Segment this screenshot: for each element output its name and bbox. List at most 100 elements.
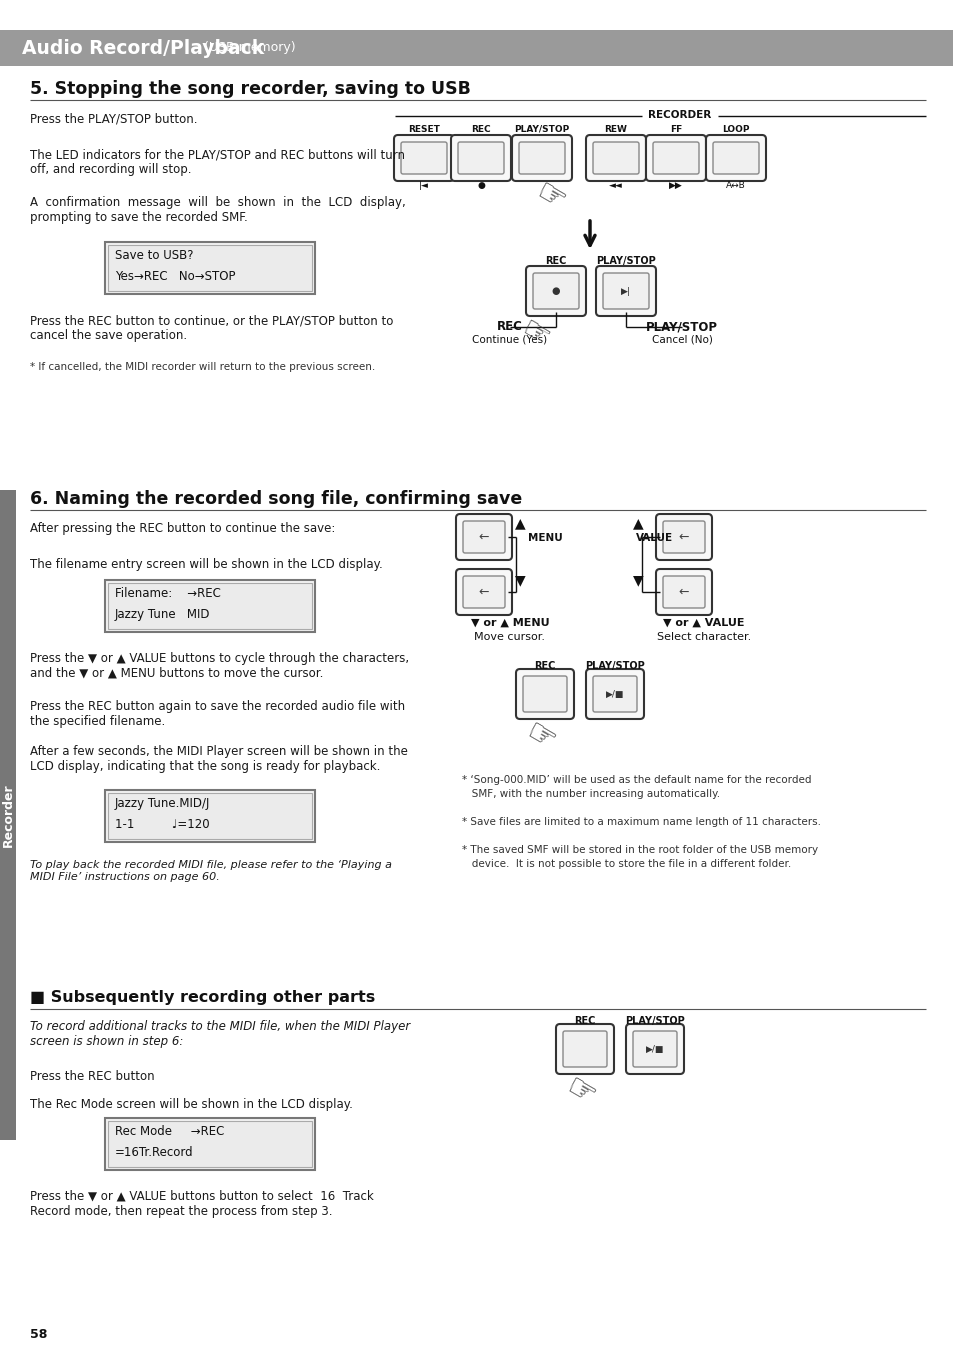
Text: ←: ← — [678, 531, 688, 544]
Text: device.  It is not possible to store the file in a different folder.: device. It is not possible to store the … — [461, 859, 790, 869]
Text: ▼ or ▲ MENU: ▼ or ▲ MENU — [470, 618, 549, 628]
Text: Rec Mode     →REC: Rec Mode →REC — [115, 1125, 224, 1138]
Text: PLAY/STOP: PLAY/STOP — [645, 320, 718, 333]
Text: After pressing the REC button to continue the save:: After pressing the REC button to continu… — [30, 522, 335, 535]
Text: * If cancelled, the MIDI recorder will return to the previous screen.: * If cancelled, the MIDI recorder will r… — [30, 362, 375, 373]
Text: Press the REC button again to save the recorded audio file with
the specified fi: Press the REC button again to save the r… — [30, 701, 405, 728]
Text: ←: ← — [478, 586, 489, 598]
Text: REC: REC — [471, 126, 490, 134]
Text: ▶|: ▶| — [620, 286, 630, 296]
Text: ▲: ▲ — [632, 516, 642, 531]
Text: A↔B: A↔B — [725, 181, 745, 190]
Text: (USB memory): (USB memory) — [200, 42, 295, 54]
Text: Press the REC button to continue, or the PLAY/STOP button to
cancel the save ope: Press the REC button to continue, or the… — [30, 315, 393, 342]
Text: Jazzy Tune   MID: Jazzy Tune MID — [115, 608, 211, 621]
Text: ▶/■: ▶/■ — [605, 690, 623, 698]
Text: To play back the recorded MIDI file, please refer to the ‘Playing a
MIDI File’ i: To play back the recorded MIDI file, ple… — [30, 860, 392, 882]
Text: ▼ or ▲ VALUE: ▼ or ▲ VALUE — [662, 618, 744, 628]
FancyBboxPatch shape — [625, 1025, 683, 1075]
Text: ▼: ▼ — [632, 572, 642, 587]
Text: Audio Record/Playback: Audio Record/Playback — [22, 39, 264, 58]
Bar — [108, 792, 312, 838]
FancyBboxPatch shape — [456, 514, 512, 560]
Bar — [105, 580, 314, 632]
Text: 5. Stopping the song recorder, saving to USB: 5. Stopping the song recorder, saving to… — [30, 80, 471, 99]
Text: RESET: RESET — [408, 126, 439, 134]
FancyBboxPatch shape — [512, 135, 572, 181]
FancyBboxPatch shape — [596, 266, 656, 316]
Text: ☞: ☞ — [515, 313, 555, 355]
Text: ▶▶: ▶▶ — [668, 181, 682, 190]
Text: PLAY/STOP: PLAY/STOP — [596, 256, 655, 266]
Bar — [0, 30, 953, 66]
Text: A  confirmation  message  will  be  shown  in  the  LCD  display,
prompting to s: A confirmation message will be shown in … — [30, 196, 405, 224]
Text: ☞: ☞ — [518, 716, 560, 759]
Text: Recorder: Recorder — [2, 783, 14, 846]
FancyBboxPatch shape — [456, 568, 512, 616]
Text: Press the PLAY/STOP button.: Press the PLAY/STOP button. — [30, 112, 197, 126]
Text: ●: ● — [551, 286, 559, 296]
FancyBboxPatch shape — [562, 1031, 606, 1067]
Text: Move cursor.: Move cursor. — [474, 632, 545, 643]
Text: The Rec Mode screen will be shown in the LCD display.: The Rec Mode screen will be shown in the… — [30, 1098, 353, 1111]
Text: To record additional tracks to the MIDI file, when the MIDI Player
screen is sho: To record additional tracks to the MIDI … — [30, 1021, 410, 1048]
Text: RECORDER: RECORDER — [648, 109, 711, 120]
FancyBboxPatch shape — [662, 576, 704, 608]
FancyBboxPatch shape — [712, 142, 759, 174]
Text: FF: FF — [669, 126, 681, 134]
Text: |◄: |◄ — [418, 181, 429, 190]
Bar — [108, 583, 312, 629]
FancyBboxPatch shape — [462, 521, 504, 554]
Text: =16Tr.Record: =16Tr.Record — [115, 1146, 193, 1160]
FancyBboxPatch shape — [602, 273, 648, 309]
Text: MENU: MENU — [527, 533, 562, 543]
FancyBboxPatch shape — [394, 135, 454, 181]
Bar — [105, 242, 314, 294]
FancyBboxPatch shape — [451, 135, 511, 181]
Text: Yes→REC   No→STOP: Yes→REC No→STOP — [115, 270, 235, 284]
Text: Save to USB?: Save to USB? — [115, 248, 193, 262]
FancyBboxPatch shape — [705, 135, 765, 181]
Text: * ‘Song-000.MID’ will be used as the default name for the recorded: * ‘Song-000.MID’ will be used as the def… — [461, 775, 811, 784]
Text: After a few seconds, the MIDI Player screen will be shown in the
LCD display, in: After a few seconds, the MIDI Player scr… — [30, 745, 408, 774]
Text: Press the ▼ or ▲ VALUE buttons button to select  16  Track
Record mode, then rep: Press the ▼ or ▲ VALUE buttons button to… — [30, 1189, 374, 1218]
Bar — [0, 490, 16, 1139]
FancyBboxPatch shape — [585, 670, 643, 720]
Text: ▲: ▲ — [515, 516, 525, 531]
Text: * Save files are limited to a maximum name length of 11 characters.: * Save files are limited to a maximum na… — [461, 817, 821, 828]
FancyBboxPatch shape — [633, 1031, 677, 1067]
Text: REC: REC — [497, 320, 522, 333]
FancyBboxPatch shape — [593, 676, 637, 711]
Text: Continue (Yes): Continue (Yes) — [472, 333, 547, 344]
Text: ●: ● — [476, 181, 484, 190]
Text: ←: ← — [478, 531, 489, 544]
Bar — [108, 244, 312, 292]
Text: Filename:    →REC: Filename: →REC — [115, 587, 221, 599]
Text: VALUE: VALUE — [636, 533, 673, 543]
Text: ■ Subsequently recording other parts: ■ Subsequently recording other parts — [30, 990, 375, 1004]
Text: LOOP: LOOP — [721, 126, 749, 134]
FancyBboxPatch shape — [457, 142, 503, 174]
Text: PLAY/STOP: PLAY/STOP — [514, 126, 569, 134]
Text: ☞: ☞ — [528, 176, 571, 219]
FancyBboxPatch shape — [585, 135, 645, 181]
Text: * The saved SMF will be stored in the root folder of the USB memory: * The saved SMF will be stored in the ro… — [461, 845, 818, 855]
Text: PLAY/STOP: PLAY/STOP — [624, 1017, 684, 1026]
Text: ←: ← — [678, 586, 688, 598]
FancyBboxPatch shape — [662, 521, 704, 554]
Text: 58: 58 — [30, 1328, 48, 1341]
FancyBboxPatch shape — [522, 676, 566, 711]
FancyBboxPatch shape — [556, 1025, 614, 1075]
Text: PLAY/STOP: PLAY/STOP — [584, 662, 644, 671]
Text: 6. Naming the recorded song file, confirming save: 6. Naming the recorded song file, confir… — [30, 490, 521, 508]
Text: Press the ▼ or ▲ VALUE buttons to cycle through the characters,
and the ▼ or ▲ M: Press the ▼ or ▲ VALUE buttons to cycle … — [30, 652, 409, 680]
Text: REC: REC — [574, 1017, 595, 1026]
FancyBboxPatch shape — [525, 266, 585, 316]
FancyBboxPatch shape — [518, 142, 564, 174]
Text: Jazzy Tune.MID/J: Jazzy Tune.MID/J — [115, 796, 211, 810]
Bar — [105, 790, 314, 842]
Text: REC: REC — [534, 662, 555, 671]
FancyBboxPatch shape — [516, 670, 574, 720]
Text: ▼: ▼ — [515, 572, 525, 587]
FancyBboxPatch shape — [593, 142, 639, 174]
